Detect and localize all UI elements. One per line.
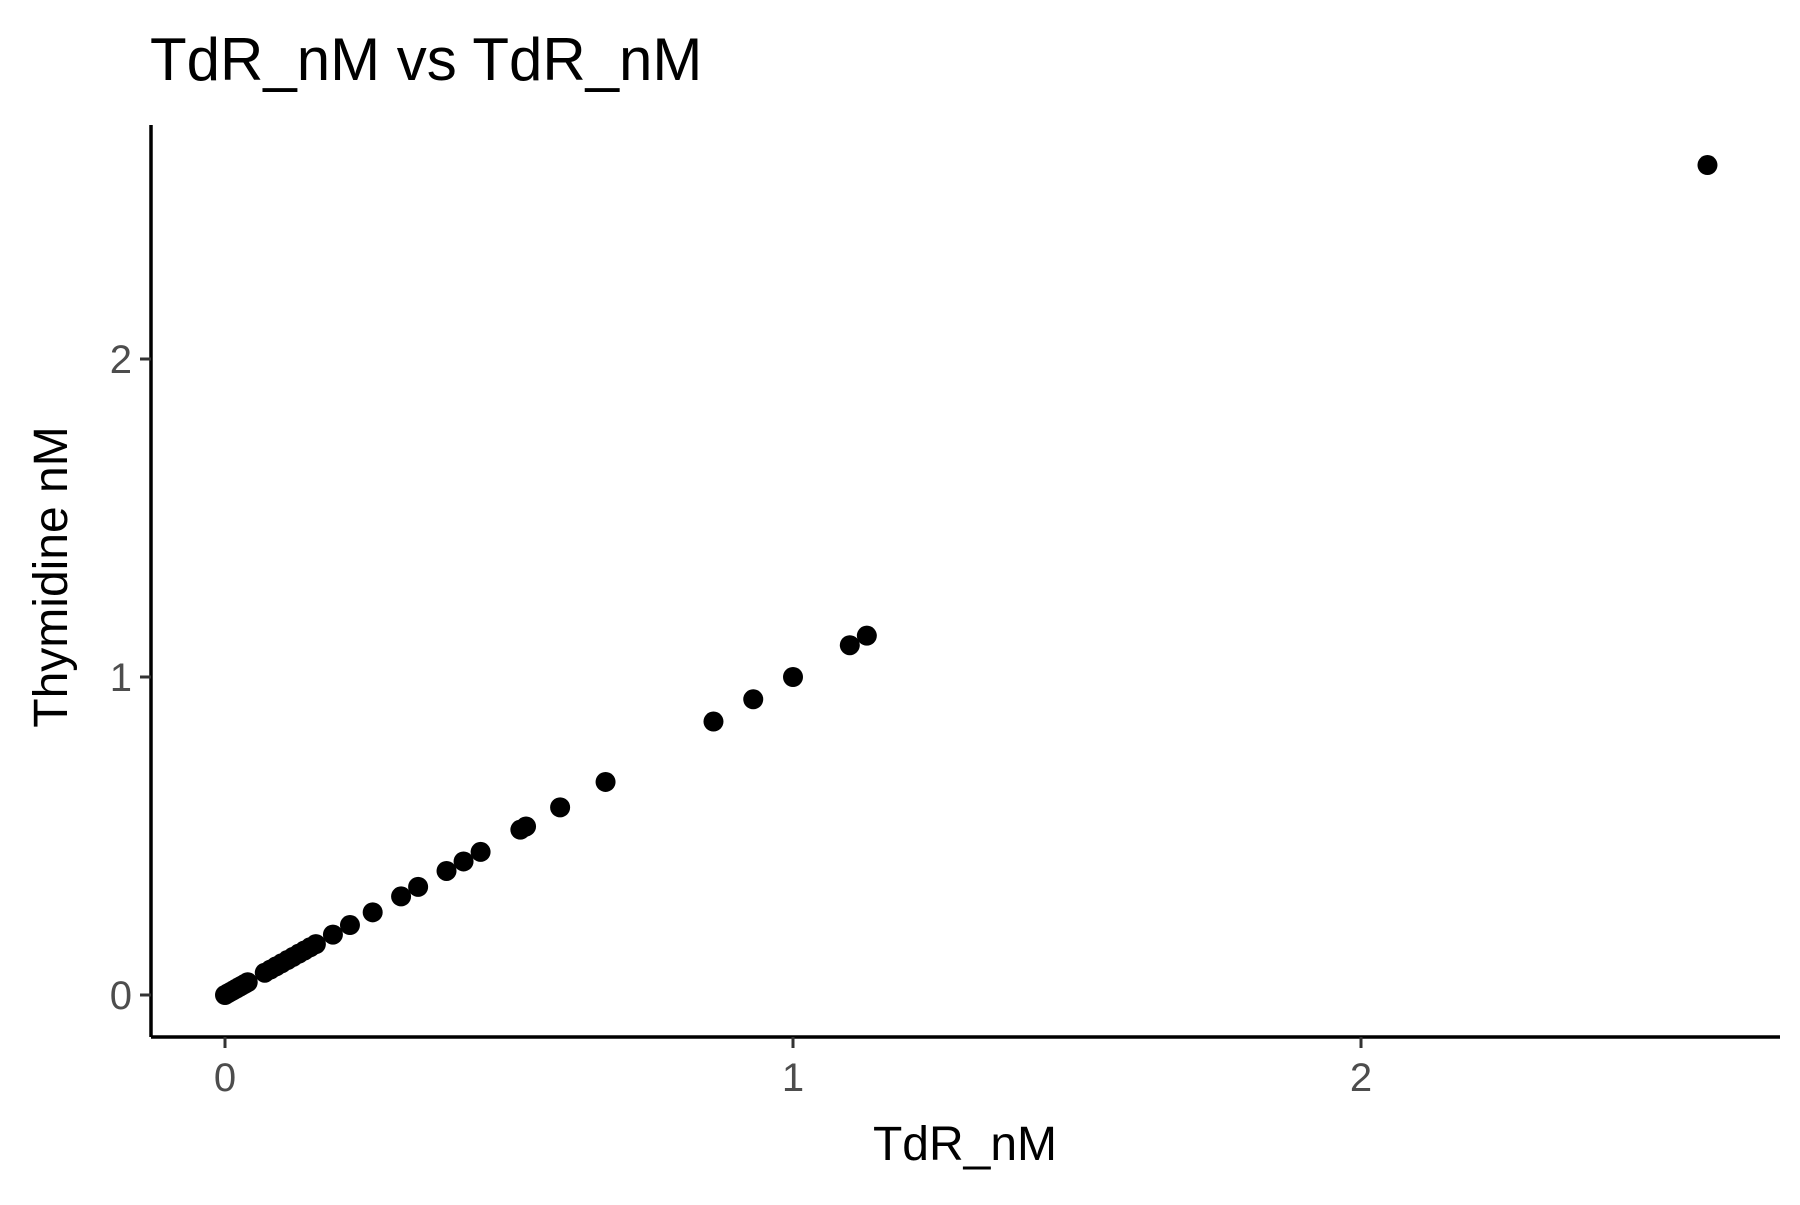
- data-point: [595, 771, 616, 792]
- data-point: [856, 625, 877, 646]
- x-tick-label: 2: [1350, 1056, 1372, 1100]
- chart-title: TdR_nM vs TdR_nM: [150, 26, 702, 93]
- data-point: [322, 924, 343, 945]
- data-point: [339, 915, 360, 936]
- y-tick-label: 1: [110, 656, 132, 700]
- x-axis-label: TdR_nM: [873, 1118, 1057, 1171]
- y-axis-label: Thymidine nM: [25, 426, 78, 727]
- data-point: [362, 902, 383, 923]
- data-point: [391, 886, 412, 907]
- y-tick-label: 2: [110, 338, 132, 382]
- x-tick-label: 0: [214, 1056, 236, 1100]
- data-point: [703, 711, 724, 732]
- data-point: [783, 667, 803, 687]
- data-point: [237, 972, 258, 993]
- plot-area: [215, 155, 1718, 1005]
- data-point: [1697, 155, 1718, 176]
- data-point: [743, 689, 764, 710]
- data-point: [470, 841, 491, 862]
- data-point: [436, 860, 457, 881]
- x-tick-label: 1: [782, 1056, 804, 1100]
- data-point: [305, 934, 326, 955]
- data-point: [839, 635, 860, 656]
- y-tick-label: 0: [110, 974, 132, 1018]
- data-point: [408, 876, 429, 897]
- data-point: [550, 797, 571, 818]
- data-point: [516, 816, 537, 837]
- data-point: [453, 851, 474, 872]
- axes: 0 1 2 0 1 2: [110, 125, 1780, 1100]
